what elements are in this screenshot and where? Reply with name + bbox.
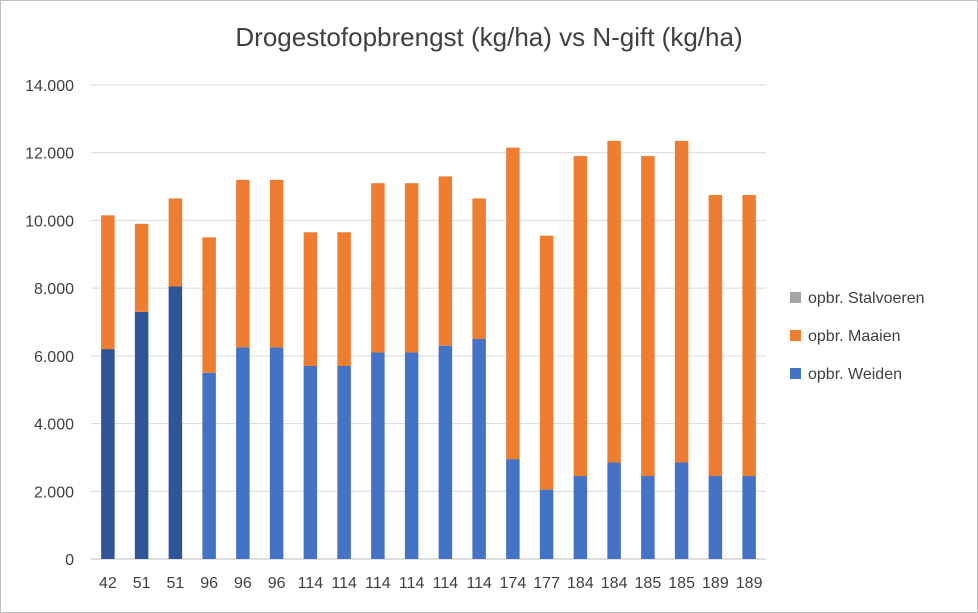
bar-opbr-maaien	[101, 215, 115, 350]
legend-swatch	[790, 368, 801, 379]
bar-opbr-weiden	[573, 476, 588, 559]
bar-opbr-maaien	[674, 140, 689, 463]
y-tick-label: 12.000	[25, 146, 74, 163]
bars	[101, 140, 756, 559]
y-axis-ticks: 0 2.000 4.000 6.000 8.000 10.000 12.000 14.000	[25, 78, 74, 569]
x-tick-label: 114	[298, 575, 324, 592]
bar-opbr-weiden	[303, 366, 318, 559]
bar-opbr-maaien	[371, 183, 385, 353]
bar-opbr-weiden	[134, 311, 149, 559]
legend: opbr. Stalvoeren opbr. Maaien opbr. Weiden	[790, 290, 925, 383]
x-tick-label: 177	[533, 575, 560, 592]
bar-opbr-weiden	[674, 462, 689, 559]
x-tick-label: 189	[736, 575, 763, 592]
bar-opbr-weiden	[404, 352, 419, 559]
x-tick-label: 96	[234, 575, 252, 592]
x-tick-label: 114	[399, 575, 425, 592]
x-tick-label: 114	[466, 575, 492, 592]
y-tick-label: 0	[65, 552, 74, 569]
x-tick-label: 51	[166, 575, 184, 592]
y-tick-label: 8.000	[34, 281, 74, 298]
bar-opbr-weiden	[708, 476, 723, 559]
x-tick-label: 114	[365, 575, 391, 592]
x-tick-label: 114	[433, 575, 459, 592]
x-tick-label: 185	[635, 575, 662, 592]
bar-opbr-maaien	[303, 232, 318, 367]
bar-opbr-weiden	[472, 338, 486, 559]
legend-label: opbr. Stalvoeren	[808, 290, 925, 307]
legend-label: opbr. Maaien	[808, 328, 901, 345]
x-tick-label: 189	[702, 575, 729, 592]
bar-opbr-maaien	[506, 147, 520, 460]
x-tick-label: 51	[133, 575, 151, 592]
x-tick-label: 96	[268, 575, 286, 592]
bar-opbr-weiden	[101, 349, 115, 559]
x-axis-ticks: 42 51 51 96 96 96 114 114 114 114 114 114 174 177 184 1…	[99, 575, 763, 592]
bar-opbr-weiden	[438, 345, 453, 559]
bar-opbr-weiden	[337, 366, 351, 559]
y-tick-label: 4.000	[34, 417, 74, 434]
bar-opbr-weiden	[607, 462, 621, 559]
bar-opbr-maaien	[539, 235, 554, 490]
legend-swatch	[790, 292, 801, 303]
y-tick-label: 2.000	[34, 484, 74, 501]
bar-opbr-maaien	[168, 198, 183, 287]
bar-opbr-maaien	[236, 179, 250, 348]
y-tick-label: 14.000	[25, 78, 74, 95]
x-tick-label: 96	[200, 575, 218, 592]
bar-opbr-maaien	[472, 198, 486, 339]
legend-swatch	[790, 330, 801, 341]
chart-title: Drogestofopbrengst (kg/ha) vs N-gift (kg…	[235, 22, 743, 52]
bar-opbr-maaien	[269, 179, 284, 348]
bar-opbr-maaien	[337, 232, 351, 367]
bar-opbr-maaien	[134, 223, 149, 312]
bar-opbr-maaien	[742, 195, 756, 477]
x-tick-label: 114	[331, 575, 357, 592]
x-tick-label: 185	[668, 575, 695, 592]
bar-opbr-weiden	[202, 372, 216, 559]
y-tick-label: 10.000	[25, 213, 74, 230]
x-tick-label: 174	[500, 575, 527, 592]
x-tick-label: 184	[601, 575, 628, 592]
bar-opbr-weiden	[506, 459, 520, 559]
x-tick-label: 42	[99, 575, 117, 592]
bar-opbr-weiden	[269, 347, 284, 559]
bar-opbr-weiden	[641, 476, 655, 559]
bar-opbr-weiden	[168, 286, 183, 559]
bar-opbr-weiden	[371, 352, 385, 559]
legend-label: opbr. Weiden	[808, 366, 902, 383]
bar-opbr-maaien	[438, 176, 453, 346]
bar-opbr-maaien	[573, 156, 588, 477]
y-tick-label: 6.000	[34, 349, 74, 366]
x-tick-label: 184	[567, 575, 594, 592]
gridlines	[91, 84, 766, 560]
bar-opbr-maaien	[708, 195, 723, 477]
bar-opbr-weiden	[236, 347, 250, 559]
bar-opbr-maaien	[202, 237, 216, 373]
bar-opbr-weiden	[742, 476, 756, 559]
bar-opbr-weiden	[539, 489, 554, 559]
bar-opbr-maaien	[607, 140, 621, 463]
bar-opbr-maaien	[404, 183, 419, 353]
bar-opbr-maaien	[641, 156, 655, 477]
